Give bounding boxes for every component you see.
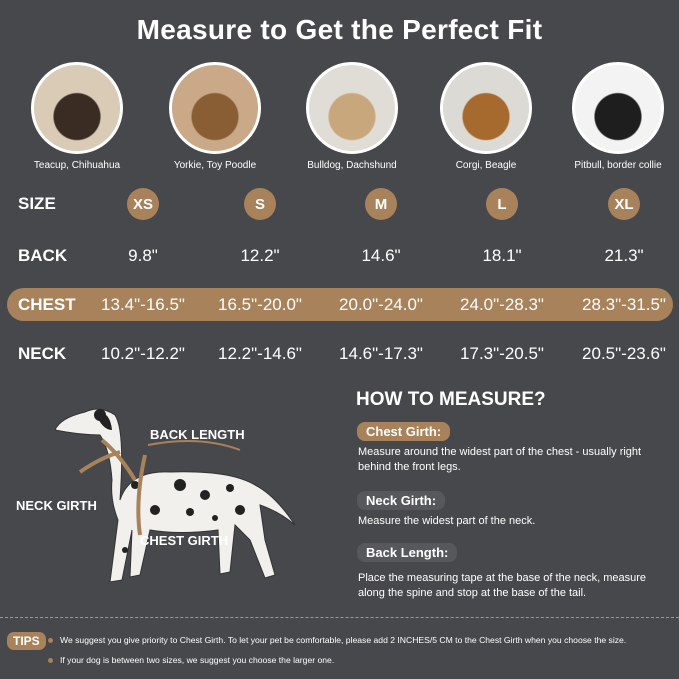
dog-photo [572,62,664,154]
breed-label: Teacup, Chihuahua [33,160,121,171]
chest-girth-heading: Chest Girth: [357,422,451,441]
neck-girth-heading: Neck Girth: [357,491,446,510]
chest-value: 20.0"-24.0" [339,295,423,314]
tips-badge: TIPS [7,632,46,650]
chest-value: 16.5"-20.0" [218,295,302,314]
neck-value: 14.6"-17.3" [339,344,423,363]
breed-label: Bulldog, Dachshund [307,160,397,171]
page-title: Measure to Get the Perfect Fit [136,14,543,45]
size-badge: S [244,188,276,220]
dog-photo [31,62,123,154]
back-value: 18.1" [482,246,522,265]
neck-girth-label: NECK GIRTH [16,498,97,513]
tip-text: We suggest you give priority to Chest Gi… [60,635,627,645]
dog-photo [169,62,261,154]
neck-value: 20.5"-23.6" [582,344,666,363]
tip-item: If your dog is between two sizes, we sug… [48,655,334,665]
breed-label: Corgi, Beagle [455,160,517,171]
chest-girth-label: CHEST GIRTH [140,533,229,548]
back-length-label: BACK LENGTH [150,427,245,442]
tip-item: We suggest you give priority to Chest Gi… [48,635,626,645]
neck-value: 12.2"-14.6" [218,344,302,363]
tip-text: If your dog is between two sizes, we sug… [60,655,335,665]
breed-label: Pitbull, border collie [574,160,662,171]
neck-row-label: NECK [18,344,67,363]
chest-value: 24.0"-28.3" [460,295,544,314]
chest-girth-text: Measure around the widest part of the ch… [358,446,642,473]
size-badge: M [365,188,397,220]
size-badge: L [486,188,518,220]
chest-row-highlight [7,288,673,321]
chest-value: 28.3"-31.5" [582,295,666,314]
divider [0,617,679,618]
back-value: 14.6" [361,246,401,265]
dog-photo [440,62,532,154]
how-to-measure-title: HOW TO MEASURE? [356,389,546,410]
back-length-text: Place the measuring tape at the base of … [358,572,647,599]
back-value: 21.3" [604,246,644,265]
breed-label: Yorkie, Toy Poodle [173,160,257,171]
neck-girth-text: Measure the widest part of the neck. [358,515,536,527]
back-value: 9.8" [128,246,158,265]
chest-row-label: CHEST [18,295,76,314]
neck-value: 17.3"-20.5" [460,344,544,363]
size-row-label: SIZE [18,194,56,213]
chest-value: 13.4"-16.5" [101,295,185,314]
back-value: 12.2" [240,246,280,265]
size-badge: XS [127,188,159,220]
back-row-label: BACK [18,246,68,265]
dalmatian-illustration [54,408,296,583]
bullet-icon [48,637,53,643]
bullet-icon [48,657,53,663]
dog-photo [306,62,398,154]
size-badge: XL [608,188,640,220]
back-length-heading: Back Length: [357,543,458,562]
neck-value: 10.2"-12.2" [101,344,185,363]
